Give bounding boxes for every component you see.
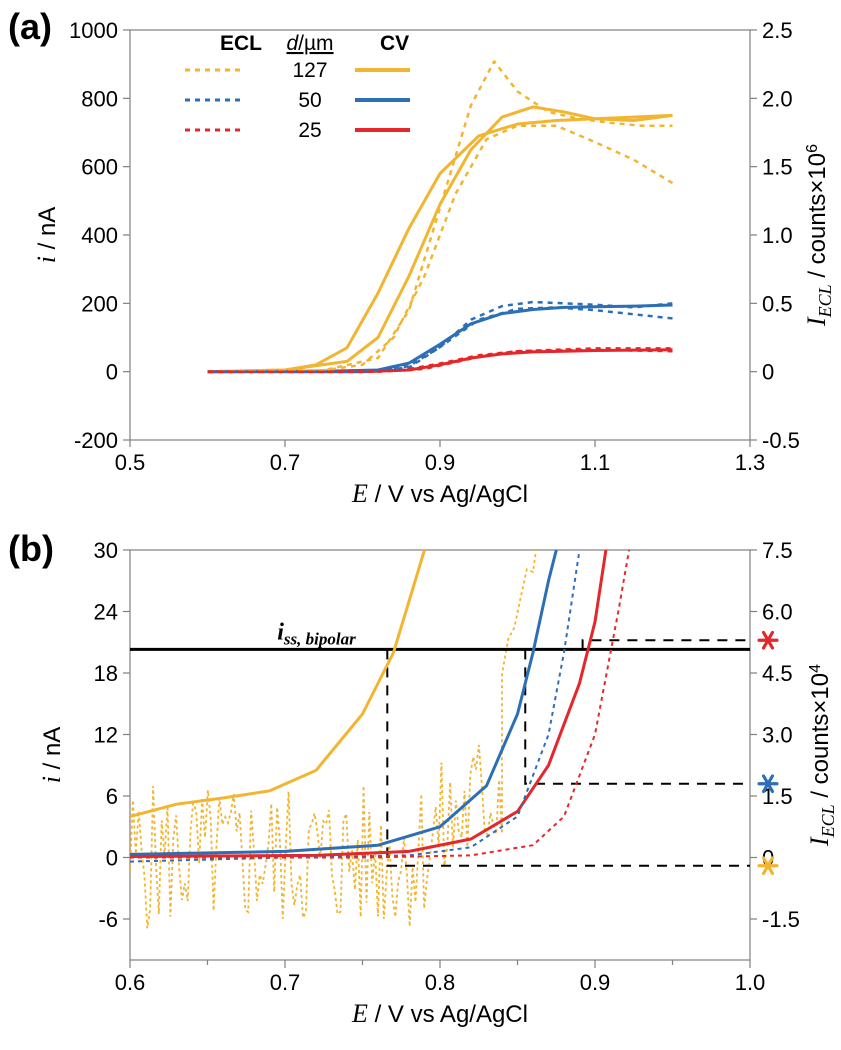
legend: ECL d/µm CV 127 50 25	[185, 32, 410, 142]
series-cv_50	[208, 305, 673, 372]
svg-text:0: 0	[762, 360, 774, 385]
svg-text:i / nA: i / nA	[32, 207, 61, 264]
series-cv_127_forward	[208, 107, 673, 372]
svg-text:4.5: 4.5	[762, 661, 793, 686]
series-ecl_127_f	[208, 61, 673, 371]
svg-text:25: 25	[298, 119, 321, 142]
svg-text:3.0: 3.0	[762, 723, 793, 748]
chart-b: 0.60.70.80.91.0-60612182430-1.501.53.04.…	[0, 520, 841, 1050]
svg-text:18: 18	[94, 661, 118, 686]
svg-text:0.9: 0.9	[580, 970, 611, 995]
svg-text:12: 12	[94, 723, 118, 748]
svg-text:6: 6	[106, 784, 118, 809]
svg-text:400: 400	[81, 223, 118, 248]
marker-star	[759, 632, 777, 648]
svg-text:-6: -6	[98, 907, 118, 932]
series-ecl_25_r	[208, 350, 673, 372]
svg-text:CV: CV	[380, 32, 409, 55]
series-cv_127	[130, 550, 425, 817]
svg-text:0.5: 0.5	[762, 291, 793, 316]
svg-text:24: 24	[94, 600, 118, 625]
chart-a: 0.5 0.7 0.9 1.1 1.3 -200 0 200 400 600 800 1000 -0.5…	[0, 0, 841, 520]
svg-text:0: 0	[106, 360, 118, 385]
svg-text:-0.5: -0.5	[762, 428, 800, 453]
svg-text:127: 127	[292, 59, 327, 82]
svg-text:d/µm: d/µm	[286, 32, 333, 55]
svg-text:1.5: 1.5	[762, 155, 793, 180]
svg-text:600: 600	[81, 155, 118, 180]
svg-text:i / nA: i / nA	[37, 727, 66, 784]
svg-text:0.7: 0.7	[270, 970, 301, 995]
series-cv_50	[130, 550, 556, 854]
svg-text:0.9: 0.9	[425, 450, 456, 475]
svg-text:E / V vs Ag/AgCl: E / V vs Ag/AgCl	[351, 479, 528, 508]
series-ecl_50_f	[208, 302, 673, 372]
svg-text:7.5: 7.5	[762, 538, 793, 563]
svg-text:30: 30	[94, 538, 118, 563]
series-ecl_25	[130, 550, 629, 858]
guide-line	[525, 649, 750, 783]
svg-text:1000: 1000	[69, 18, 118, 43]
svg-text:1.3: 1.3	[735, 450, 766, 475]
svg-text:0.7: 0.7	[270, 450, 301, 475]
svg-text:1.1: 1.1	[580, 450, 611, 475]
svg-text:1.0: 1.0	[735, 970, 766, 995]
series-cv_25	[208, 350, 673, 372]
iss-label: iss, bipolar	[277, 619, 356, 648]
svg-text:0.5: 0.5	[115, 450, 146, 475]
svg-text:E / V vs Ag/AgCl: E / V vs Ag/AgCl	[351, 999, 528, 1028]
series-cv_127_reverse	[208, 115, 673, 371]
svg-text:IECL / counts×106: IECL / counts×106	[802, 144, 835, 327]
svg-text:-1.5: -1.5	[762, 907, 800, 932]
svg-text:800: 800	[81, 86, 118, 111]
svg-text:0: 0	[106, 846, 118, 871]
series-ecl_127_r	[208, 126, 673, 372]
svg-text:1.0: 1.0	[762, 223, 793, 248]
svg-text:0.8: 0.8	[425, 970, 456, 995]
svg-text:-200: -200	[74, 428, 118, 453]
svg-text:0.6: 0.6	[115, 970, 146, 995]
svg-text:2.5: 2.5	[762, 18, 793, 43]
svg-text:50: 50	[298, 89, 321, 112]
guide-line	[387, 649, 750, 865]
svg-text:200: 200	[81, 291, 118, 316]
series-ecl_50_r	[208, 307, 673, 371]
svg-text:6.0: 6.0	[762, 600, 793, 625]
series-ecl-127-noise	[130, 520, 545, 928]
figure: (a) (b) 0.50.70.91.11.3-2000200400600800…	[0, 0, 841, 1050]
svg-text:IECL / counts×104: IECL / counts×104	[805, 664, 838, 847]
svg-text:2.0: 2.0	[762, 86, 793, 111]
svg-text:ECL: ECL	[220, 32, 262, 55]
